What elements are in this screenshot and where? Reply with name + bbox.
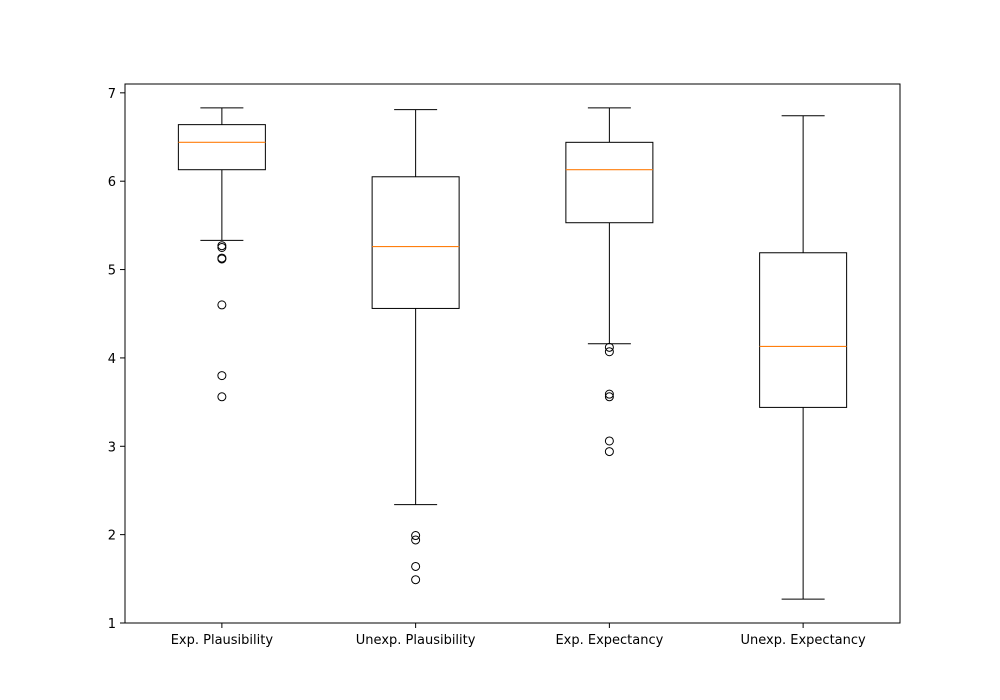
y-tick-label: 1 (108, 617, 116, 632)
outlier-point (217, 392, 227, 402)
y-tick-label: 4 (108, 352, 116, 367)
outlier-point (604, 347, 614, 357)
outlier-point (217, 300, 227, 310)
x-axis: Exp. Plausibility Unexp. Plausibility Exp.… (171, 623, 866, 648)
y-tick-label: 2 (108, 529, 116, 544)
y-axis: 1 2 3 4 5 6 7 (108, 87, 125, 632)
outlier-point (217, 371, 227, 381)
outlier-point (217, 254, 227, 264)
y-tick-label: 7 (108, 87, 116, 102)
y-tick-label: 6 (108, 175, 116, 190)
outlier-point (411, 561, 421, 571)
outlier-point (411, 531, 421, 541)
outlier-point (604, 436, 614, 446)
y-tick-label: 3 (108, 440, 116, 455)
outlier-point (411, 535, 421, 545)
box-iqr (177, 124, 266, 171)
outlier-point (217, 242, 227, 252)
plot-area-frame (124, 83, 901, 624)
box-iqr (371, 176, 460, 309)
y-tick-label: 5 (108, 264, 116, 279)
x-tick-label: Unexp. Plausibility (356, 633, 476, 648)
outlier-point (604, 447, 614, 457)
x-tick-label: Exp. Plausibility (171, 633, 274, 648)
plot-marks (177, 107, 848, 600)
outlier-point (411, 575, 421, 585)
outlier-point (604, 392, 614, 402)
x-tick-label: Unexp. Expectancy (741, 633, 866, 648)
box-iqr (565, 141, 654, 224)
outlier-point (604, 342, 614, 352)
x-tick-label: Exp. Expectancy (555, 633, 663, 648)
box-iqr (759, 252, 848, 408)
outlier-point (604, 389, 614, 399)
